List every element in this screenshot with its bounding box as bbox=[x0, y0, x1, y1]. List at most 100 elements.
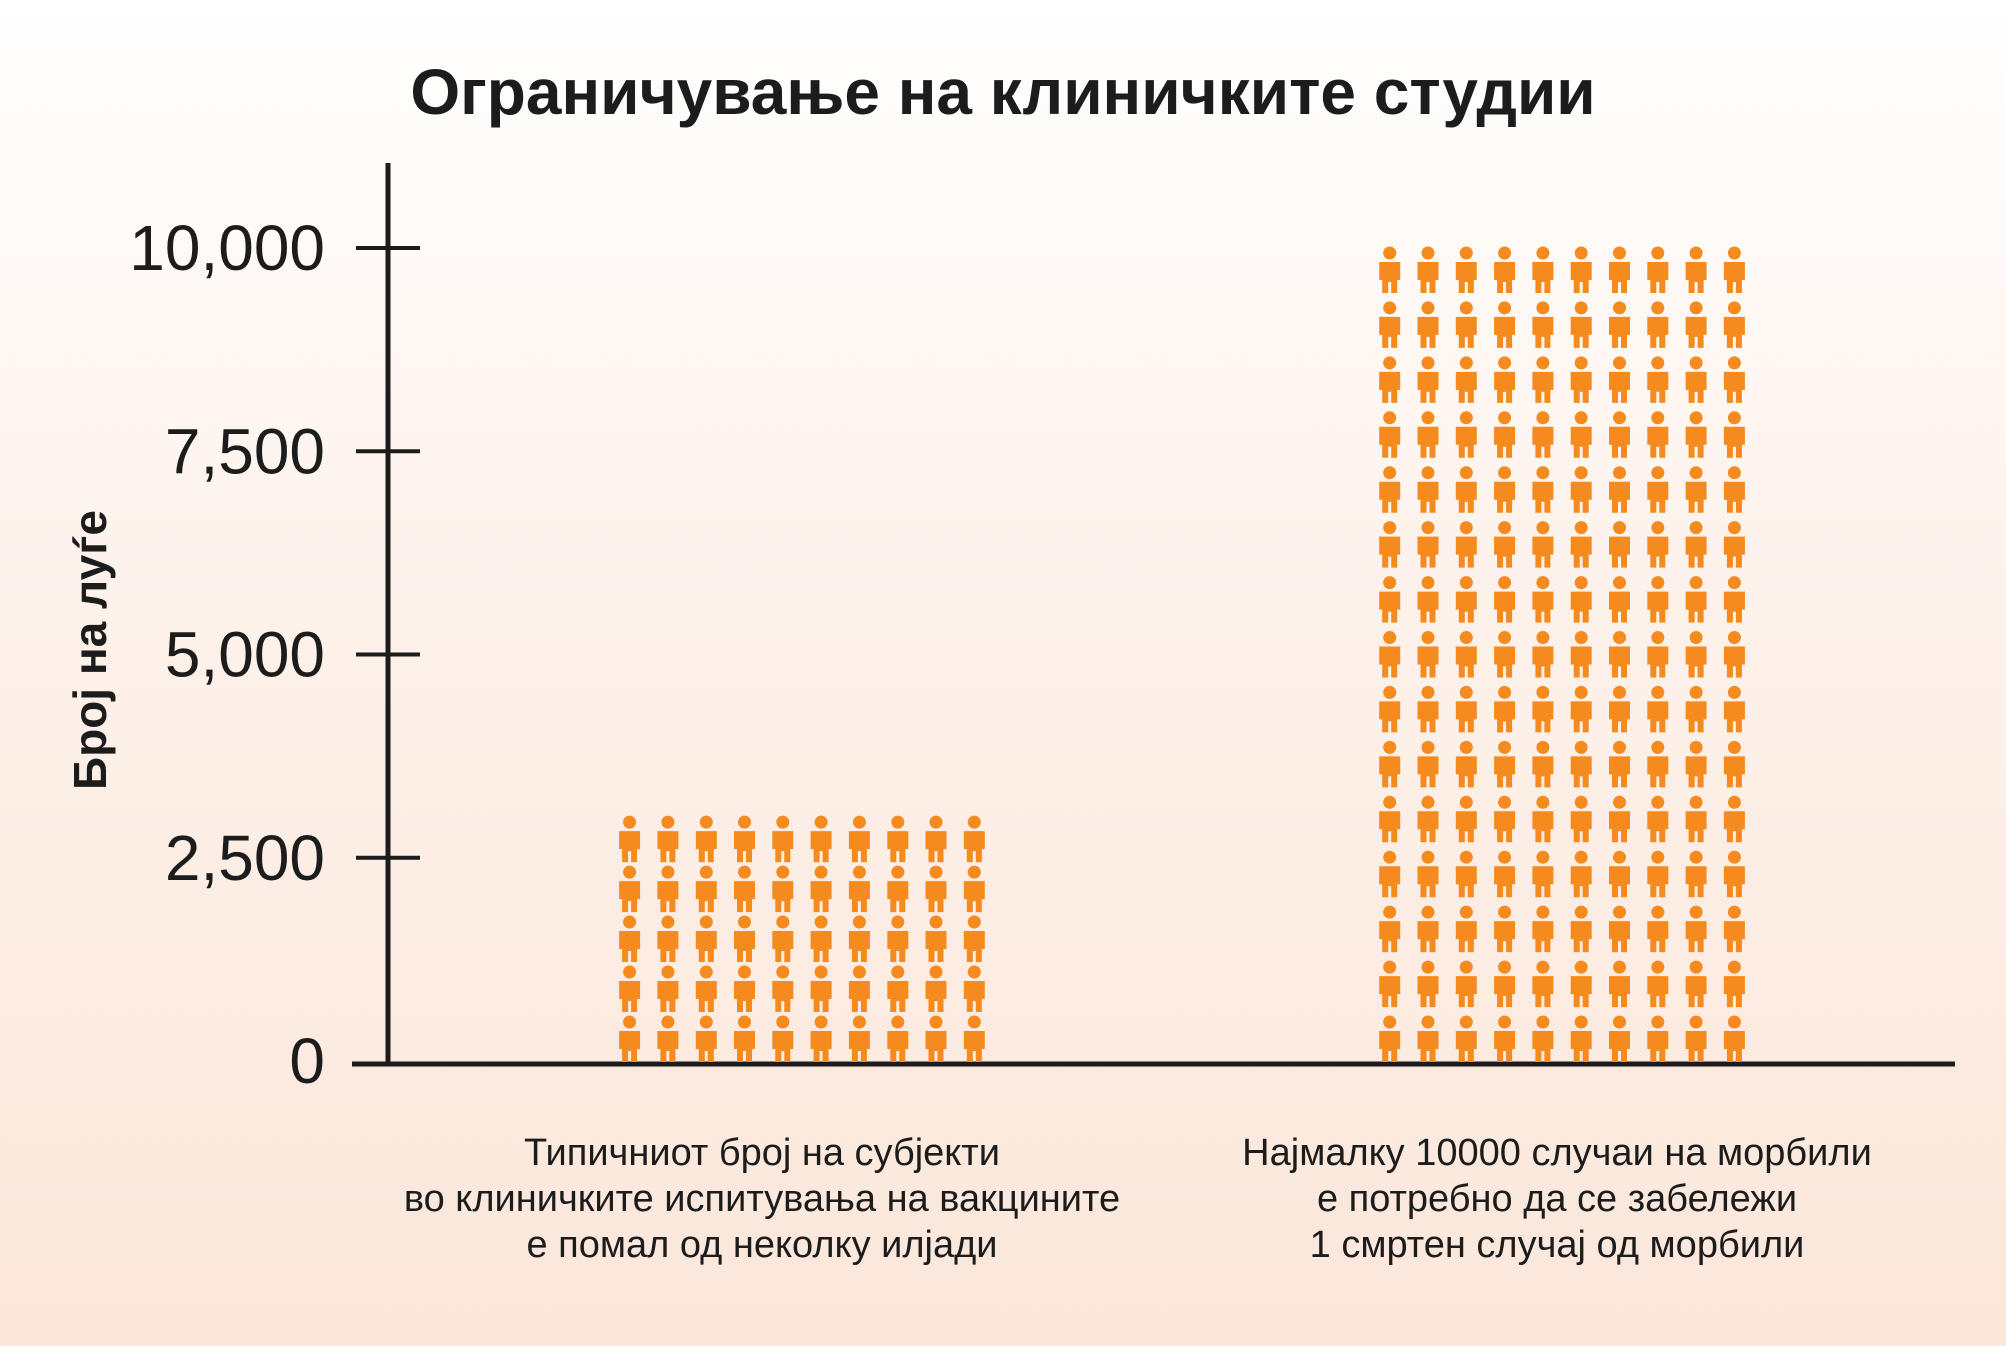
person-icon bbox=[1417, 850, 1439, 898]
person-icon bbox=[657, 1015, 679, 1062]
category-label-2: Најмалку 10000 случаи на морбили е потре… bbox=[1107, 1130, 2006, 1268]
person-icon bbox=[1494, 356, 1516, 403]
person-icon bbox=[1723, 576, 1745, 623]
person-icon bbox=[1417, 411, 1439, 458]
person-icon bbox=[1455, 850, 1477, 898]
y-tick-label: 7,500 bbox=[165, 415, 325, 487]
person-icon bbox=[1455, 740, 1477, 788]
y-tick-label: 2,500 bbox=[165, 822, 325, 894]
person-icon bbox=[1570, 576, 1592, 623]
person-icon bbox=[1455, 960, 1477, 1008]
person-icon bbox=[1494, 1015, 1516, 1062]
person-icon bbox=[619, 815, 641, 863]
person-icon bbox=[695, 815, 717, 863]
person-icon bbox=[1532, 685, 1554, 733]
person-icon bbox=[1494, 246, 1516, 293]
person-icon bbox=[1455, 631, 1477, 678]
person-icon bbox=[1647, 685, 1669, 733]
person-icon bbox=[1417, 466, 1439, 513]
person-icon bbox=[1647, 246, 1669, 293]
person-icon bbox=[1379, 466, 1401, 513]
person-icon bbox=[1570, 960, 1592, 1008]
person-icon bbox=[1417, 960, 1439, 1008]
person-icon bbox=[887, 1015, 909, 1062]
person-icon bbox=[1647, 740, 1669, 788]
person-icon bbox=[1494, 685, 1516, 733]
person-icon bbox=[1685, 576, 1707, 623]
person-icon bbox=[1379, 576, 1401, 623]
person-icon bbox=[1685, 740, 1707, 788]
person-icon bbox=[1379, 905, 1401, 953]
person-icon bbox=[1647, 576, 1669, 623]
person-icon bbox=[1685, 521, 1707, 568]
person-icon bbox=[963, 1015, 985, 1062]
person-icon bbox=[1609, 1015, 1630, 1062]
person-icon bbox=[810, 865, 832, 913]
y-axis: 0 2,500 5,000 7,500 10,000 bbox=[129, 163, 420, 1097]
person-icon bbox=[1379, 356, 1401, 403]
person-icon bbox=[657, 815, 679, 863]
person-icon bbox=[1609, 411, 1630, 458]
person-icon bbox=[772, 1015, 794, 1062]
person-icon bbox=[1494, 631, 1516, 678]
person-icon bbox=[1685, 960, 1707, 1008]
person-icon bbox=[1723, 1015, 1745, 1062]
person-icon bbox=[1417, 521, 1439, 568]
person-icon bbox=[1494, 521, 1516, 568]
person-icon bbox=[1685, 356, 1707, 403]
bars bbox=[619, 246, 1745, 1062]
person-icon bbox=[925, 915, 947, 962]
person-icon bbox=[1494, 795, 1516, 843]
person-icon bbox=[925, 815, 947, 863]
person-icon bbox=[1647, 356, 1669, 403]
person-icon bbox=[1455, 576, 1477, 623]
person-icon bbox=[1570, 795, 1592, 843]
person-icon bbox=[1723, 905, 1745, 953]
person-icon bbox=[1379, 795, 1401, 843]
person-icon bbox=[772, 915, 794, 962]
person-icon bbox=[1723, 795, 1745, 843]
person-icon bbox=[1647, 850, 1669, 898]
person-icon bbox=[1609, 685, 1630, 733]
bar-1 bbox=[619, 815, 985, 1062]
person-icon bbox=[619, 865, 641, 913]
person-icon bbox=[810, 915, 832, 962]
person-icon bbox=[1417, 301, 1439, 348]
person-icon bbox=[1417, 795, 1439, 843]
person-icon bbox=[1532, 795, 1554, 843]
category-label-1: Типичниот број на субјекти во клиничките… bbox=[312, 1130, 1212, 1268]
person-icon bbox=[1532, 411, 1554, 458]
person-icon bbox=[1685, 795, 1707, 843]
person-icon bbox=[1570, 356, 1592, 403]
person-icon bbox=[1455, 246, 1477, 293]
person-icon bbox=[1609, 301, 1630, 348]
person-icon bbox=[1723, 850, 1745, 898]
person-icon bbox=[963, 865, 985, 913]
y-tick-label: 5,000 bbox=[165, 619, 325, 691]
person-icon bbox=[810, 815, 832, 863]
person-icon bbox=[1455, 411, 1477, 458]
person-icon bbox=[734, 965, 755, 1012]
person-icon bbox=[1723, 356, 1745, 403]
person-icon bbox=[1417, 576, 1439, 623]
person-icon bbox=[1494, 411, 1516, 458]
person-icon bbox=[1455, 905, 1477, 953]
person-icon bbox=[1609, 631, 1630, 678]
person-icon bbox=[1417, 631, 1439, 678]
person-icon bbox=[1723, 960, 1745, 1008]
person-icon bbox=[810, 965, 832, 1012]
person-icon bbox=[1570, 850, 1592, 898]
person-icon bbox=[1723, 466, 1745, 513]
y-ticks: 0 2,500 5,000 7,500 10,000 bbox=[129, 212, 420, 1097]
person-icon bbox=[1647, 1015, 1669, 1062]
person-icon bbox=[810, 1015, 832, 1062]
person-icon bbox=[1647, 905, 1669, 953]
y-tick-label: 10,000 bbox=[129, 212, 325, 284]
category-label-2-line-1: Најмалку 10000 случаи на морбили bbox=[1242, 1132, 1872, 1174]
person-icon bbox=[1685, 246, 1707, 293]
person-icon bbox=[1570, 411, 1592, 458]
person-icon bbox=[1532, 1015, 1554, 1062]
person-icon bbox=[1417, 905, 1439, 953]
y-tick-label: 0 bbox=[289, 1025, 325, 1097]
